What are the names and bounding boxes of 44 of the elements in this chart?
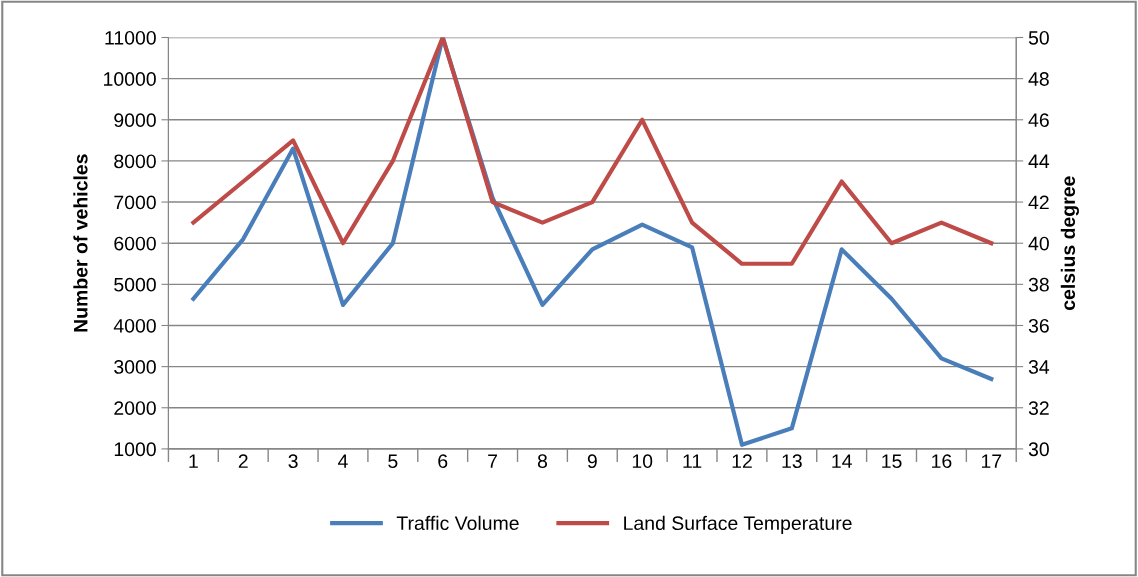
x-tick-label: 5: [388, 454, 398, 469]
y-tick-label: 7000: [114, 195, 156, 210]
x-tick-label: 2: [238, 454, 248, 468]
x-tick-label: 14: [832, 454, 852, 468]
y2-tick-label: 42: [1028, 195, 1049, 210]
x-tick-label: 17: [981, 454, 1002, 468]
y-tick-label: 11000: [105, 30, 156, 45]
y-tick-label: 6000: [114, 236, 156, 251]
y2-tick-label: 48: [1028, 72, 1049, 86]
y2-tick-label: 30: [1028, 442, 1049, 457]
x-tick-label: 6: [438, 454, 448, 469]
x-tick-label: 16: [932, 454, 952, 469]
y-tick-label: 2000: [114, 401, 156, 415]
x-tick-label: 1: [189, 454, 198, 468]
y2-tick-label: 34: [1028, 360, 1050, 374]
y-tick-label: 4000: [113, 318, 156, 333]
y-tick-label: 5000: [114, 277, 156, 292]
x-tick-label: 13: [782, 454, 802, 469]
x-tick-label: 15: [882, 454, 902, 469]
legend-label: Traffic Volume: [396, 515, 519, 531]
x-tick-label: 3: [288, 454, 298, 469]
x-tick-label: 11: [683, 454, 702, 468]
y-tick-label: 8000: [114, 154, 156, 169]
y-axis-title: Number of vehicles: [73, 154, 88, 332]
x-tick-label: 7: [488, 454, 498, 468]
y2-tick-label: 38: [1028, 277, 1049, 292]
x-tick-label: 4: [338, 454, 348, 468]
x-tick-label: 12: [732, 454, 752, 468]
y2-tick-label: 44: [1028, 154, 1050, 168]
y2-tick-label: 36: [1028, 318, 1049, 333]
y2-tick-label: 32: [1028, 401, 1049, 415]
y-tick-label: 9000: [114, 113, 156, 128]
x-tick-label: 9: [587, 454, 597, 469]
line-series: [191, 37, 994, 266]
y2-tick-label: 50: [1028, 30, 1049, 45]
y-tick-label: 1000: [114, 442, 156, 457]
y2-axis-title: celsius degree: [1060, 176, 1079, 310]
y2-tick-label: 40: [1028, 236, 1049, 251]
x-tick-label: 8: [537, 454, 548, 469]
x-tick-label: 10: [632, 454, 653, 469]
legend-label: Land Surface Temperature: [624, 515, 852, 534]
y-tick-label: 3000: [114, 360, 156, 374]
y-tick-label: 10000: [104, 72, 156, 86]
y2-tick-label: 46: [1028, 113, 1049, 128]
